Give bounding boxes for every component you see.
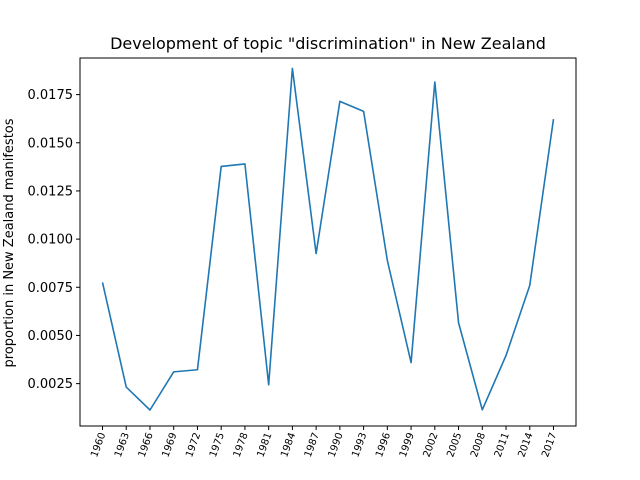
x-tick-label: 1966 bbox=[137, 431, 156, 459]
y-tick-label: 0.0175 bbox=[28, 88, 74, 103]
x-tick-label: 1963 bbox=[113, 431, 132, 459]
x-tick-label: 1972 bbox=[184, 431, 203, 459]
x-tick-label: 1960 bbox=[89, 431, 108, 459]
x-tick-label: 1987 bbox=[303, 431, 322, 459]
series-group bbox=[101, 67, 555, 411]
y-tick-label: 0.0150 bbox=[28, 136, 74, 151]
x-tick-label: 2005 bbox=[445, 431, 464, 459]
plot-frame bbox=[79, 57, 577, 427]
x-tick-label: 1999 bbox=[398, 431, 417, 459]
x-axis-ticks: 1960 1963 1966 1969 1972 1975 1978 1981 1984 1987… bbox=[89, 426, 559, 459]
x-tick-label: 1996 bbox=[374, 431, 393, 459]
x-tick-label: 2008 bbox=[469, 431, 488, 459]
x-tick-label: 1993 bbox=[350, 431, 369, 459]
x-tick-label: 2002 bbox=[422, 431, 441, 459]
x-tick-label: 1981 bbox=[255, 431, 274, 459]
x-tick-label: 2011 bbox=[493, 431, 512, 459]
x-tick-label: 1984 bbox=[279, 431, 298, 459]
x-tick-label: 1978 bbox=[232, 431, 251, 459]
y-axis-label: proportion in New Zealand manifestos bbox=[2, 118, 17, 367]
y-tick-label: 0.0025 bbox=[28, 377, 74, 392]
x-tick-label: 2014 bbox=[517, 431, 536, 459]
y-axis-ticks: 0.0025 0.0050 0.0075 0.0100 0.0125 0.0150 0.01… bbox=[28, 88, 80, 392]
x-tick-label: 1969 bbox=[160, 431, 179, 459]
x-tick-label: 2017 bbox=[540, 431, 559, 459]
y-tick-label: 0.0075 bbox=[28, 281, 74, 296]
x-tick-label: 1990 bbox=[327, 431, 346, 459]
x-tick-label: 1975 bbox=[208, 431, 227, 459]
y-tick-label: 0.0050 bbox=[28, 329, 74, 344]
series-line bbox=[101, 67, 555, 411]
chart-title: Development of topic "discrimination" in… bbox=[110, 34, 546, 53]
y-tick-label: 0.0125 bbox=[28, 184, 74, 199]
y-tick-label: 0.0100 bbox=[28, 233, 74, 248]
